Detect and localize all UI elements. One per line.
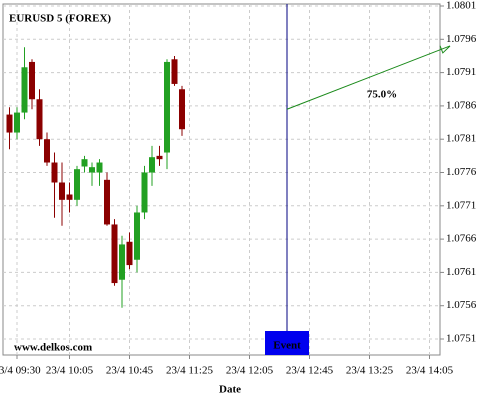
y-tick-label: 1.0761: [446, 266, 476, 278]
candle-body: [164, 61, 170, 153]
candle-body: [104, 179, 110, 225]
y-tick-label: 1.0781: [446, 133, 476, 145]
x-tick-label: 23/4 13:25: [346, 365, 394, 377]
y-tick-label: 1.0801: [446, 0, 476, 12]
candle-body: [179, 89, 185, 130]
candle-body: [59, 182, 65, 200]
candle-body: [44, 139, 50, 163]
candle-body: [51, 162, 58, 183]
y-tick-label: 1.0786: [446, 99, 477, 111]
x-tick-label: 23/4 10:45: [106, 365, 154, 377]
candle-body: [89, 167, 95, 173]
candle-body: [66, 194, 73, 200]
candle-body: [111, 224, 118, 284]
candle-body: [21, 67, 28, 113]
plot-frame: [2, 3, 441, 356]
x-tick-label: 23/4 09:30: [0, 365, 41, 377]
y-tick-label: 1.0796: [446, 33, 477, 45]
x-tick-label: 23/4 11:25: [166, 365, 213, 377]
x-tick-label: 23/4 14:05: [406, 365, 454, 377]
candle-body: [36, 99, 43, 140]
forecast-label: 75.0%: [367, 89, 397, 101]
y-tick-label: 1.0766: [446, 233, 477, 245]
candle-body: [74, 169, 80, 200]
y-tick-label: 1.0751: [446, 333, 476, 345]
candle-body: [14, 112, 20, 133]
candle-body: [126, 241, 133, 266]
candle-body: [149, 157, 155, 173]
x-tick-label: 23/4 12:05: [226, 365, 274, 377]
x-tick-label: 23/4 12:45: [286, 365, 334, 377]
candle-body: [134, 212, 140, 260]
candle-body: [171, 59, 178, 84]
candle-body: [141, 172, 148, 213]
candle-body: [29, 61, 35, 100]
x-axis-label: Date: [219, 384, 241, 396]
chart-title: EURUSD 5 (FOREX): [9, 13, 111, 25]
event-box: [265, 331, 309, 355]
candle-body: [156, 155, 163, 160]
y-tick-label: 1.0776: [446, 166, 477, 178]
candle-body: [6, 114, 13, 133]
candle-body: [119, 244, 125, 280]
forecast-arrow: [286, 45, 451, 110]
x-tick-label: 23/4 10:05: [46, 365, 94, 377]
y-tick-label: 1.0771: [446, 199, 476, 211]
candle-body: [81, 159, 88, 167]
y-tick-label: 1.0756: [446, 299, 477, 311]
y-tick-label: 1.0791: [446, 66, 476, 78]
event-label: Event: [273, 340, 301, 352]
arrow-head: [439, 45, 451, 54]
candle-body: [96, 162, 103, 173]
watermark: www.delkos.com: [14, 342, 92, 354]
